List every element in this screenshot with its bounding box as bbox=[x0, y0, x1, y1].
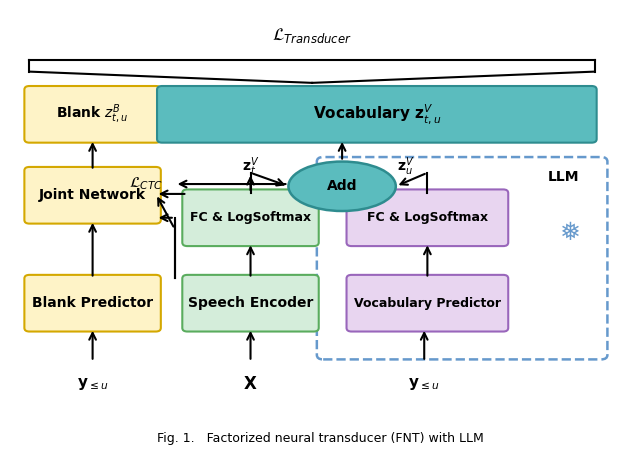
FancyBboxPatch shape bbox=[24, 275, 161, 332]
FancyBboxPatch shape bbox=[346, 275, 508, 332]
Text: Vocabulary $\mathbf{z}^V_{t,u}$: Vocabulary $\mathbf{z}^V_{t,u}$ bbox=[312, 103, 441, 126]
Text: $\mathbf{X}$: $\mathbf{X}$ bbox=[243, 375, 258, 393]
FancyBboxPatch shape bbox=[24, 86, 161, 142]
Text: FC & LogSoftmax: FC & LogSoftmax bbox=[190, 211, 311, 224]
Text: FC & LogSoftmax: FC & LogSoftmax bbox=[367, 211, 488, 224]
Text: Vocabulary Predictor: Vocabulary Predictor bbox=[354, 297, 501, 310]
FancyBboxPatch shape bbox=[346, 190, 508, 246]
Text: $\mathcal{L}_{CTC}$: $\mathcal{L}_{CTC}$ bbox=[129, 176, 163, 192]
Text: $\mathbf{y}_{\leq u}$: $\mathbf{y}_{\leq u}$ bbox=[77, 376, 108, 392]
Text: $\mathbf{y}_{\leq u}$: $\mathbf{y}_{\leq u}$ bbox=[408, 376, 440, 392]
Text: LLM: LLM bbox=[547, 170, 579, 184]
Text: Fig. 1.   Factorized neural transducer (FNT) with LLM: Fig. 1. Factorized neural transducer (FN… bbox=[157, 432, 483, 445]
FancyBboxPatch shape bbox=[182, 190, 319, 246]
Text: Joint Network: Joint Network bbox=[39, 188, 146, 202]
Text: Add: Add bbox=[327, 179, 357, 193]
Text: $\mathcal{L}_{Transducer}$: $\mathcal{L}_{Transducer}$ bbox=[272, 26, 352, 44]
FancyBboxPatch shape bbox=[24, 167, 161, 224]
Text: Blank Predictor: Blank Predictor bbox=[32, 296, 153, 310]
FancyBboxPatch shape bbox=[157, 86, 596, 142]
Text: $\mathbf{z}^V_t$: $\mathbf{z}^V_t$ bbox=[242, 156, 259, 178]
Text: Blank $z^B_{t,u}$: Blank $z^B_{t,u}$ bbox=[56, 103, 129, 126]
FancyBboxPatch shape bbox=[182, 275, 319, 332]
Text: $\mathbf{z}^V_u$: $\mathbf{z}^V_u$ bbox=[397, 156, 414, 178]
Ellipse shape bbox=[289, 162, 396, 211]
Text: Speech Encoder: Speech Encoder bbox=[188, 296, 313, 310]
Text: ❅: ❅ bbox=[559, 222, 580, 245]
